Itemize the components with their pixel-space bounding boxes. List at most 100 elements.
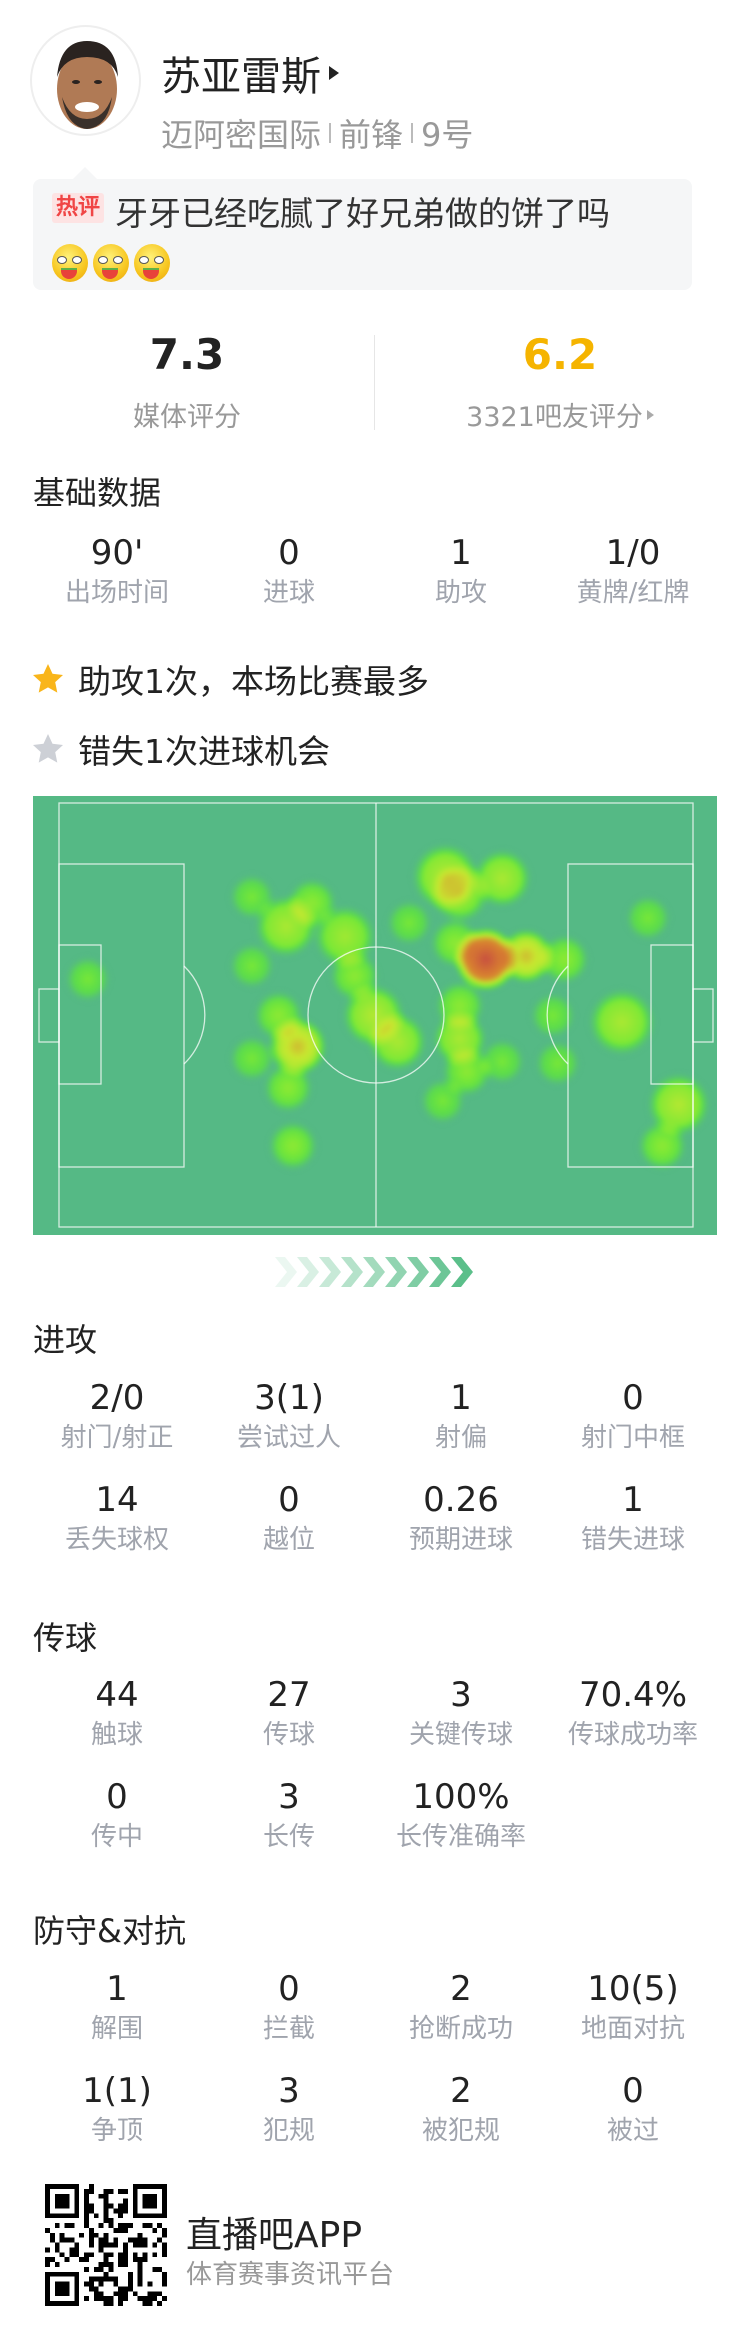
stat-label: 射偏	[434, 1423, 487, 1453]
stat-label: 关键传球	[408, 1720, 513, 1750]
stat-item: 1 解围	[31, 1971, 203, 2045]
stat-value: 90'	[90, 533, 144, 573]
stat-value: 3	[278, 1777, 300, 1817]
chevron-right-icon	[341, 1257, 363, 1287]
stat-value: 3	[278, 2071, 300, 2111]
star-gray-icon	[33, 734, 63, 763]
hot-comment-card[interactable]: 热评 牙牙已经吃腻了好兄弟做的饼了吗	[33, 167, 692, 290]
caret-right-icon	[646, 409, 654, 420]
eating-watermelon-emoji-icon	[134, 244, 170, 282]
right-penalty-arc	[546, 965, 569, 1065]
fan-rating[interactable]: 6.2 3321吧友评分	[410, 330, 710, 434]
stat-item: 1 射偏	[375, 1380, 547, 1454]
stat-item: 14 丢失球权	[31, 1482, 203, 1556]
rating-divider	[374, 335, 375, 430]
stat-value: 70.4%	[578, 1675, 687, 1715]
stat-value: 1/0	[605, 533, 661, 573]
basic-stats: 90' 出场时间 0 进球 1 助攻 1/0 黄牌/红牌	[31, 535, 719, 609]
chevron-right-icon	[451, 1257, 473, 1287]
highlight-text: 助攻1次，本场比赛最多	[78, 662, 429, 701]
stat-label: 抢断成功	[408, 2014, 513, 2044]
media-rating-label: 媒体评分	[133, 402, 241, 433]
stat-label: 解围	[90, 2014, 143, 2044]
eating-watermelon-emoji-icon	[93, 244, 129, 282]
stat-label: 长传准确率	[395, 1822, 526, 1852]
stat-item: 3 长传	[203, 1779, 375, 1853]
qr-code[interactable]	[45, 2184, 167, 2306]
app-name: 直播吧APP	[186, 2215, 363, 2256]
stat-label: 射门/射正	[60, 1423, 174, 1453]
stat-label: 越位	[262, 1525, 315, 1555]
stat-value: 0.26	[423, 1480, 499, 1520]
stat-value: 0	[278, 533, 300, 573]
pitch-lines	[38, 802, 714, 1228]
stat-item: 0 越位	[203, 1482, 375, 1556]
left-goal	[38, 988, 60, 1043]
stat-item: 0 射门中框	[547, 1380, 719, 1454]
team-name: 迈阿密国际	[161, 116, 322, 154]
stat-value: 100%	[412, 1777, 510, 1817]
stat-item: 3(1) 尝试过人	[203, 1380, 375, 1454]
stat-label: 射门中框	[580, 1423, 685, 1453]
chevron-right-icon	[319, 1257, 341, 1287]
defense-stats: 1 解围 0 拦截 2 抢断成功 10(5) 地面对抗 1(1) 争顶 3 犯规 2 被犯规 0 被过	[31, 1971, 719, 2147]
chevron-right-icon	[407, 1257, 429, 1287]
media-rating-value: 7.3	[149, 330, 225, 379]
stat-item: 2 被犯规	[375, 2073, 547, 2147]
stat-label: 传球成功率	[567, 1720, 698, 1750]
stat-item: 1 错失进球	[547, 1482, 719, 1556]
stat-item: 2/0 射门/射正	[31, 1380, 203, 1454]
stat-value: 10(5)	[587, 1969, 679, 2009]
player-avatar[interactable]	[30, 25, 141, 136]
hot-comment-text: 牙牙已经吃腻了好兄弟做的饼了吗	[115, 194, 610, 233]
stat-label: 拦截	[262, 2014, 315, 2044]
attack-stats: 2/0 射门/射正 3(1) 尝试过人 1 射偏 0 射门中框 14 丢失球权 0 越位 0.26 预期进…	[31, 1380, 719, 1556]
stat-value: 27	[267, 1675, 311, 1715]
stat-item: 0 拦截	[203, 1971, 375, 2045]
player-name: 苏亚雷斯	[161, 54, 321, 100]
stat-value: 1	[450, 533, 472, 573]
stat-label: 助攻	[434, 578, 487, 608]
hot-comment-tag: 热评	[52, 193, 105, 223]
center-circle	[307, 946, 445, 1084]
fan-rating-label: 3321吧友评分	[466, 402, 643, 433]
stat-item: 2 抢断成功	[375, 1971, 547, 2045]
stat-label: 被过	[606, 2116, 659, 2146]
stat-value: 3	[450, 1675, 472, 1715]
chevron-right-icon	[363, 1257, 385, 1287]
stat-value: 2	[450, 1969, 472, 2009]
stat-item: 70.4% 传球成功率	[547, 1677, 719, 1751]
chevron-right-icon	[429, 1257, 451, 1287]
chevron-right-icon	[275, 1257, 297, 1287]
stat-value: 0	[106, 1777, 128, 1817]
stat-label: 出场时间	[64, 578, 169, 608]
stat-value: 14	[95, 1480, 139, 1520]
right-goal	[692, 988, 714, 1043]
highlight-item: 助攻1次，本场比赛最多	[30, 655, 429, 703]
chevron-right-icon	[297, 1257, 319, 1287]
player-name-link[interactable]: 苏亚雷斯	[161, 44, 339, 102]
stat-item: 100% 长传准确率	[375, 1779, 547, 1853]
right-goal-area	[650, 944, 694, 1085]
section-title-attack: 进攻	[33, 1321, 98, 1359]
stat-item: 1(1) 争顶	[31, 2073, 203, 2147]
stat-label: 被犯规	[421, 2116, 500, 2146]
stat-item: 10(5) 地面对抗	[547, 1971, 719, 2045]
stat-minutes: 90' 出场时间	[31, 535, 203, 609]
stat-item: 3 犯规	[203, 2073, 375, 2147]
stat-label: 犯规	[262, 2116, 315, 2146]
stat-value: 0	[622, 1378, 644, 1418]
stat-label: 争顶	[90, 2116, 143, 2146]
stat-item: 3 关键传球	[375, 1677, 547, 1751]
stat-value: 1	[450, 1378, 472, 1418]
highlight-item: 错失1次进球机会	[30, 725, 330, 773]
player-info: 迈阿密国际 前锋 9号	[161, 110, 473, 156]
stat-value: 1(1)	[82, 2071, 152, 2111]
fan-rating-value: 6.2	[522, 330, 598, 379]
stat-value: 2	[450, 2071, 472, 2111]
attack-direction-arrows	[275, 1257, 473, 1287]
stat-label: 传球	[262, 1720, 315, 1750]
left-penalty-box	[58, 863, 185, 1168]
divider	[329, 123, 332, 143]
stat-item: 0.26 预期进球	[375, 1482, 547, 1556]
